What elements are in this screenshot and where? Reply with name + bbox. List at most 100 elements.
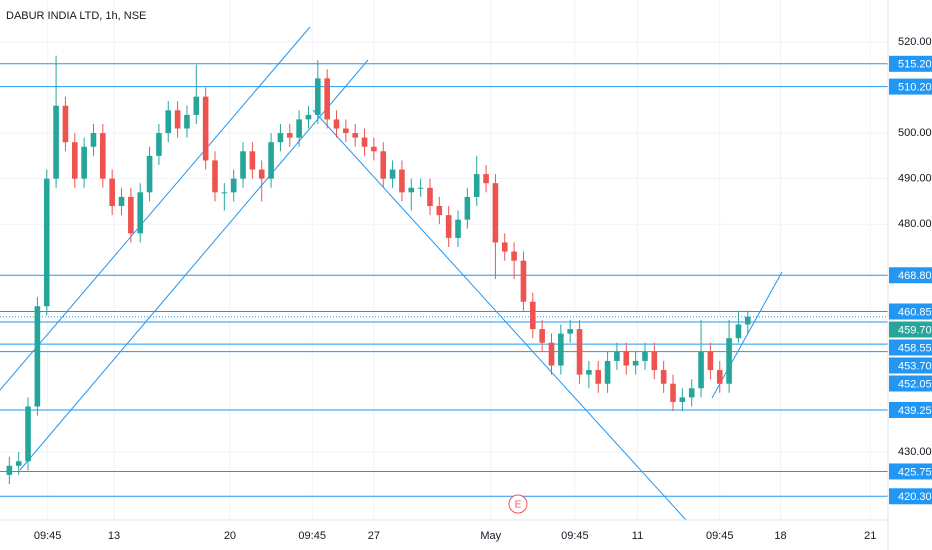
level-label: 510.20 [898,81,932,93]
candle-body [109,178,115,206]
y-tick-label: 490.00 [898,173,932,185]
trend-line [711,271,783,399]
candle-body [455,219,461,238]
level-label: 515.20 [898,59,932,71]
candle-body [586,370,592,375]
level-label-bg [889,375,932,392]
candle-body [137,192,144,234]
level-label: 425.75 [898,466,932,478]
candle-body [53,105,59,179]
candle-body [146,155,153,193]
candle-body [156,133,162,156]
candle-body [296,119,302,138]
level-label: 452.05 [898,378,932,390]
candle-body [623,351,630,366]
candle-body [277,133,284,143]
candle-body [501,242,508,252]
candle-body [744,316,751,325]
level-label: 439.25 [898,405,932,417]
candle-body [399,169,405,193]
candle-body [230,178,237,193]
candle-body [604,360,611,384]
candle-body [670,383,676,402]
candle-body [473,174,480,197]
candle-body [352,133,359,138]
candle-body [324,78,330,120]
candle-body [417,187,424,189]
candle-body [258,169,265,179]
candle-body [343,128,349,134]
last-price-label: 459.70 [898,324,932,336]
candle-body [184,114,190,129]
candle-body [268,142,274,179]
chart-title: DABUR INDIA LTD, 1h, NSE [6,10,146,22]
y-tick-label: 500.00 [898,127,932,139]
candle-body [436,205,443,216]
candles [6,55,751,484]
candle-body [305,114,312,120]
candle-body [371,146,377,152]
trend-line [19,59,369,471]
candle-body [529,301,536,330]
event-marker[interactable] [508,494,528,514]
candle-body [707,351,714,371]
candle-body [221,192,228,194]
candle-body [548,342,555,366]
candle-body [6,465,13,475]
candle-body [660,370,667,384]
candle-body [174,110,181,129]
candle-body [651,351,658,371]
y-tick-label: 480.00 [898,218,932,230]
level-label: 458.55 [898,342,932,354]
level-label-bg [889,463,932,480]
candle-body [128,196,134,234]
y-tick-label: 430.00 [898,446,932,458]
candle-body [726,338,732,384]
level-label: 420.30 [898,491,932,503]
candle-body [249,151,256,170]
last-price-label-bg [889,321,932,338]
level-label-bg [889,55,932,72]
x-tick-label: 13 [108,530,120,542]
candle-body [735,324,742,339]
candle-body [118,196,125,206]
level-label: 453.70 [898,360,932,372]
candle-body [567,329,573,334]
x-tick-label: 27 [368,530,380,542]
level-label: 468.80 [898,270,932,282]
candle-body [100,133,106,179]
level-label-bg [889,303,932,320]
candle-body [539,329,545,343]
grid [0,0,888,520]
candle-body [464,196,471,220]
x-tick-label: 09:45 [298,530,326,542]
trend-line [0,26,311,391]
candle-body [34,306,41,407]
candle-body [632,360,639,366]
y-tick-label: 520.00 [898,36,932,48]
x-tick-label: 09:45 [561,530,589,542]
candle-body [202,96,209,161]
candle-body [212,160,218,193]
candle-body [511,251,517,261]
axes: 520.00 500.00 490.00 480.00 430.00 09:45 13 20 0… [34,36,932,542]
candle-body [614,351,620,361]
candle-body [81,146,87,179]
x-tick-label: 09:45 [34,530,62,542]
level-label: 460.85 [898,306,932,318]
event-label: E [515,500,522,511]
candle-body [43,178,50,307]
candle-body [286,133,293,138]
candle-body [427,187,433,206]
candle-body [62,105,69,143]
trend-line [312,109,687,520]
candle-body [558,333,564,366]
level-label-bg [889,267,932,284]
x-tick-label: 18 [774,530,786,542]
candle-body [408,187,415,193]
candle-body [642,351,648,361]
candle-body [25,406,31,462]
x-tick-label: 09:45 [706,530,734,542]
candle-body [688,388,695,398]
